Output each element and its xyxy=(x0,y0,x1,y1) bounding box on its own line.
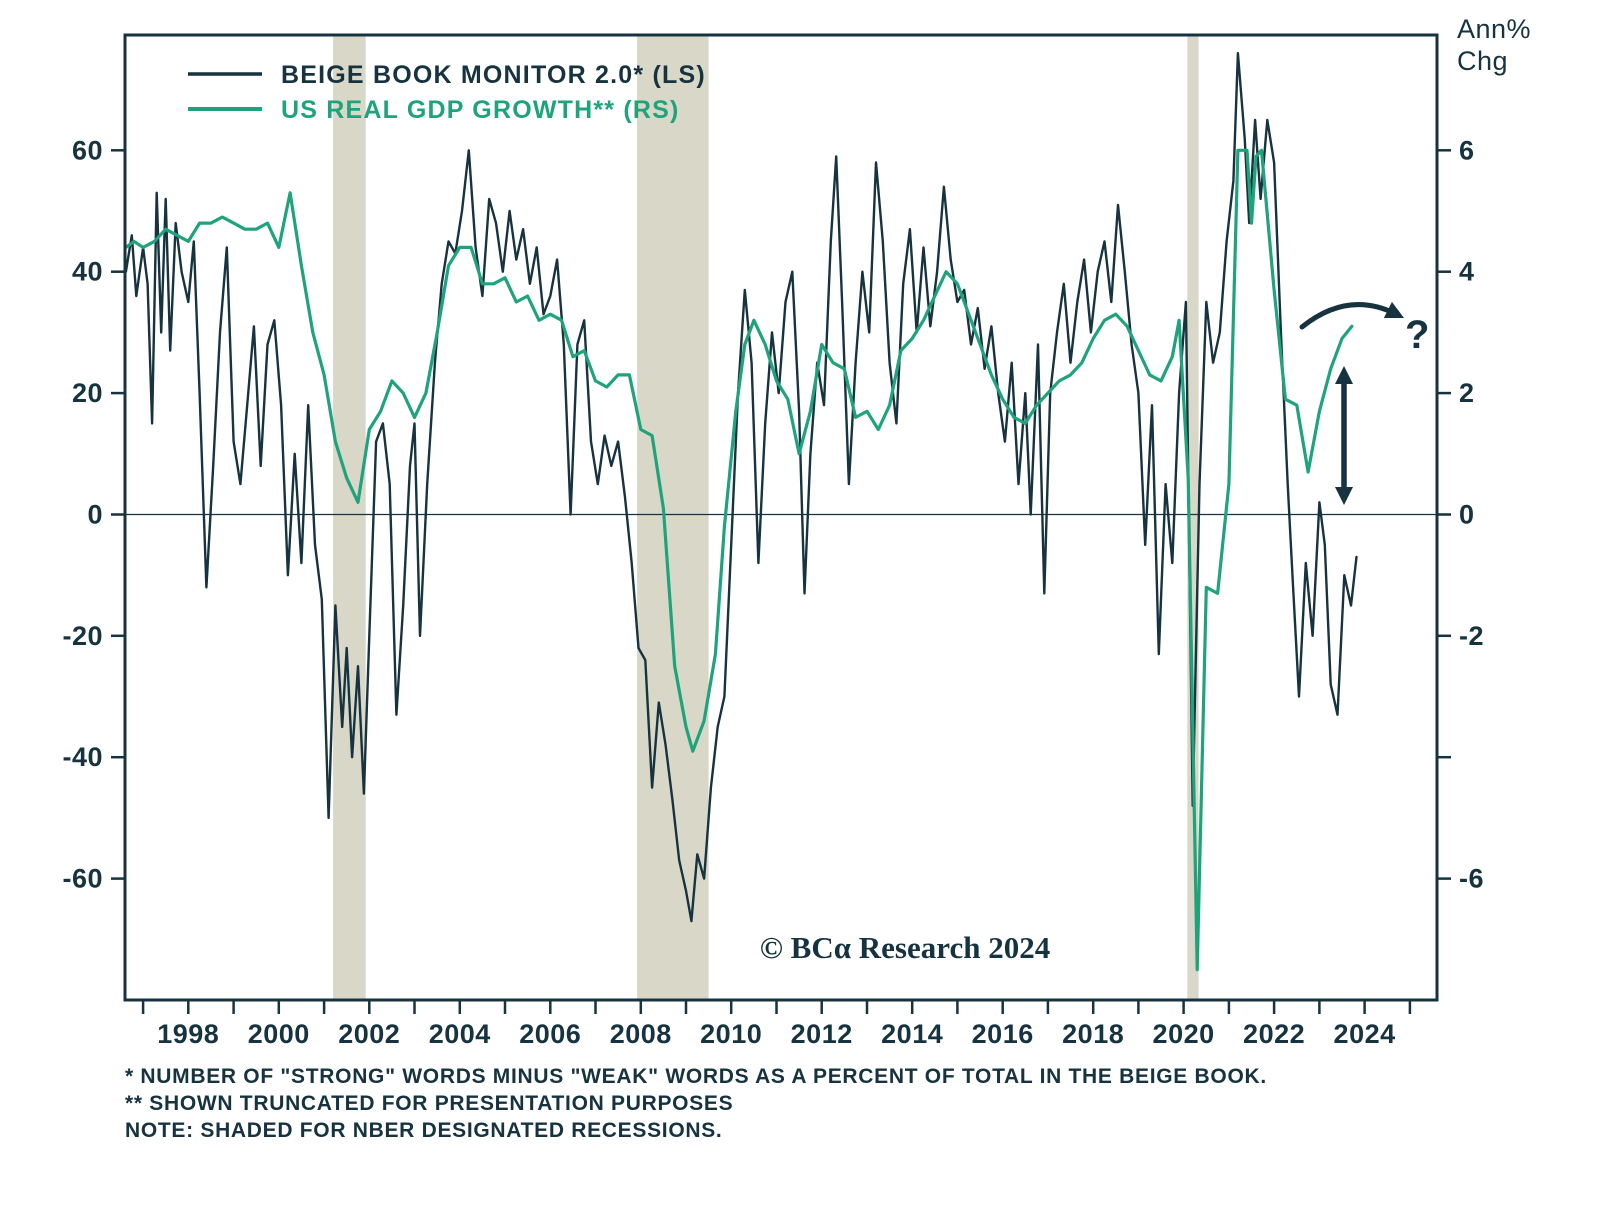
left-axis-tick-label: 60 xyxy=(72,135,103,165)
x-axis-tick-label: 2022 xyxy=(1243,1019,1305,1049)
x-axis-tick-label: 2008 xyxy=(610,1019,672,1049)
right-axis-tick-label: -2 xyxy=(1459,621,1484,651)
plot-area: 1998 2000 2002 2004 2006 2008 2010 2012 2014 2016… xyxy=(62,33,1484,1049)
curved-arrow-head xyxy=(1383,301,1404,318)
footnote-recessions: NOTE: SHADED FOR NBER DESIGNATED RECESSI… xyxy=(125,1119,722,1142)
left-axis-tick-label: -20 xyxy=(62,621,103,651)
x-axis-tick-label: 2012 xyxy=(791,1019,853,1049)
x-axis-tick-label: 2004 xyxy=(429,1019,491,1049)
recession-band xyxy=(333,35,366,1000)
recession-band xyxy=(1187,35,1199,1000)
legend: BEIGE BOOK MONITOR 2.0* (LS) US REAL GDP… xyxy=(188,61,706,124)
right-axis-tick-label: 4 xyxy=(1459,257,1475,287)
recession-band xyxy=(637,35,709,1000)
left-axis-tick-label: 0 xyxy=(87,500,103,530)
x-axis-tick-label: 2010 xyxy=(700,1019,762,1049)
right-axis-tick-label: 6 xyxy=(1459,135,1475,165)
double-arrow-head-up xyxy=(1335,366,1353,384)
right-axis-title-line1: Ann% xyxy=(1457,14,1531,44)
left-axis-tick-label: 40 xyxy=(72,257,103,287)
right-axis-tick-label: 0 xyxy=(1459,500,1475,530)
gdp-growth-line xyxy=(124,148,1354,972)
copyright-text: © BCα Research 2024 xyxy=(760,930,1050,965)
x-axis-tick-label: 1998 xyxy=(157,1019,219,1049)
x-axis-tick-label: 2014 xyxy=(881,1019,943,1049)
left-axis-tick-label: 20 xyxy=(72,378,103,408)
footnote-truncated: ** SHOWN TRUNCATED FOR PRESENTATION PURP… xyxy=(125,1092,733,1115)
x-axis-tick-label: 2018 xyxy=(1062,1019,1124,1049)
left-axis-tick-label: -60 xyxy=(62,864,103,894)
question-mark-annotation: ? xyxy=(1405,313,1429,357)
plot-border xyxy=(123,33,1439,1002)
right-axis-title-line2: Chg xyxy=(1457,46,1508,76)
x-axis-tick-label: 2020 xyxy=(1153,1019,1215,1049)
legend-label-beige-book: BEIGE BOOK MONITOR 2.0* (LS) xyxy=(281,61,706,89)
x-axis-tick-label: 2000 xyxy=(248,1019,310,1049)
footnote-strong-weak-definition: * NUMBER OF "STRONG" WORDS MINUS "WEAK" … xyxy=(125,1065,1267,1088)
x-axis-tick-label: 2002 xyxy=(338,1019,400,1049)
left-axis-tick-label: -40 xyxy=(62,742,103,772)
curved-arrow-annotation xyxy=(1299,302,1399,330)
double-arrow-head-down xyxy=(1335,487,1353,505)
legend-label-gdp: US REAL GDP GROWTH** (RS) xyxy=(281,96,680,124)
right-axis-tick-label: -6 xyxy=(1459,864,1484,894)
beige-book-line xyxy=(124,52,1358,923)
x-axis-tick-label: 2024 xyxy=(1334,1019,1396,1049)
right-axis-tick-label: 2 xyxy=(1459,378,1475,408)
x-axis-tick-label: 2016 xyxy=(972,1019,1034,1049)
x-axis-tick-label: 2006 xyxy=(519,1019,581,1049)
